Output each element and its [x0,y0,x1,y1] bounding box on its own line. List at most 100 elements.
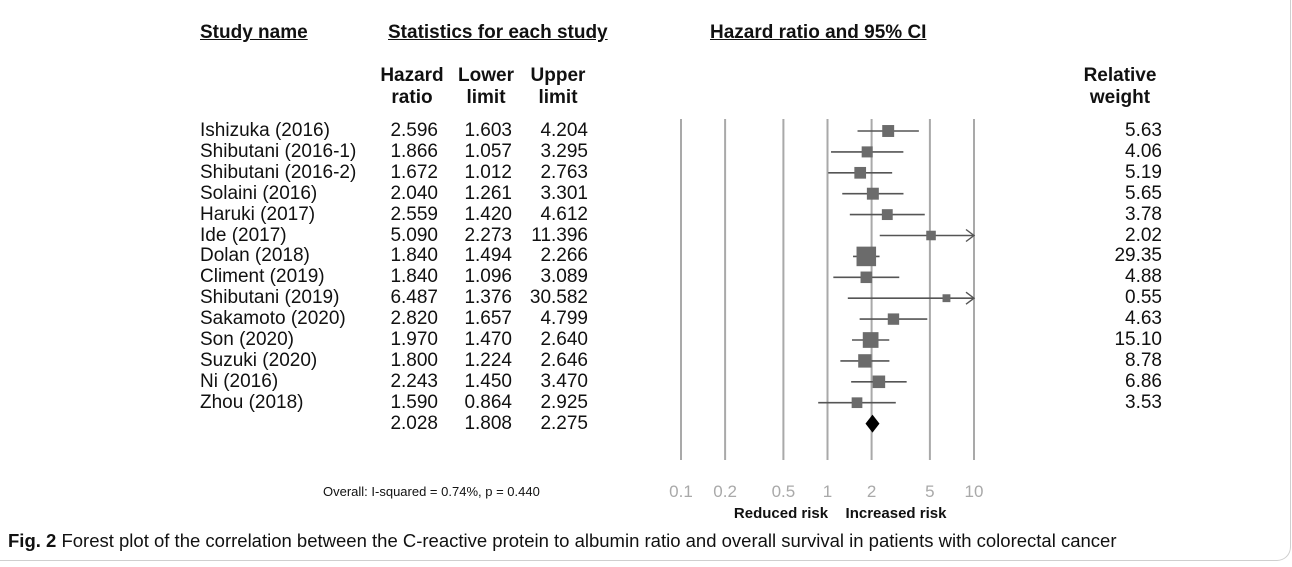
col-weight-line2: weight [1089,87,1151,108]
study-name: Ishizuka (2016) [200,120,330,141]
overall-hazard-ratio: 2.028 [390,412,438,434]
point-estimate-square [882,125,895,137]
lower-limit-value: 1.603 [464,120,512,141]
study-name: Zhou (2018) [200,391,304,413]
upper-limit-value: 11.396 [531,224,588,246]
upper-limit-value: 2.266 [540,245,588,267]
relative-weight-value: 3.78 [1125,203,1162,225]
relative-weight-value: 0.55 [1125,287,1162,309]
upper-limit-value: 4.204 [540,120,588,141]
upper-limit-value: 30.582 [529,287,588,309]
hazard-ratio-value: 1.866 [390,140,438,162]
hazard-ratio-value: 2.243 [390,370,438,392]
upper-limit-value: 2.640 [540,329,588,350]
study-name: Ni (2016) [200,370,279,392]
overall-note: Overall: I-squared = 0.74%, p = 0.440 [323,484,540,499]
upper-limit-value: 3.470 [540,370,588,392]
increased-risk-label: Increased risk [846,505,948,522]
study-name: Solaini (2016) [200,182,318,204]
point-estimate-square [861,146,873,158]
col-upper-header: Upper limit [526,65,590,109]
point-estimate-square [866,187,879,200]
relative-weight-value: 5.19 [1125,161,1162,183]
lower-limit-value: 1.657 [464,308,512,330]
point-estimate-square [942,294,951,303]
lower-limit-value: 1.376 [464,287,512,309]
lower-limit-value: 1.057 [464,140,512,162]
study-name: Shibutani (2019) [200,287,340,309]
header-plot-title: Hazard ratio and 95% CI [710,22,927,43]
point-estimate-square [872,375,886,389]
point-estimate-square [862,332,879,348]
hazard-ratio-value: 1.590 [390,391,438,413]
hazard-ratio-value: 5.090 [390,224,438,246]
hazard-ratio-value: 1.840 [390,266,438,288]
header-study-name: Study name [200,22,308,43]
study-name: Shibutani (2016-2) [200,161,357,183]
study-name: Sakamoto (2020) [200,308,346,330]
point-estimate-square [887,313,900,325]
upper-limit-value: 4.612 [540,203,588,225]
col-hr-line1: Hazard [380,65,444,86]
study-name: Ide (2017) [200,224,287,246]
lower-limit-value: 1.224 [464,349,512,371]
hazard-ratio-value: 1.840 [390,245,438,267]
col-hr-line2: ratio [391,87,433,108]
ci-arrow [965,291,976,305]
upper-limit-value: 2.925 [540,391,588,413]
relative-weight-value: 2.02 [1125,224,1162,246]
upper-limit-value: 2.646 [540,349,588,371]
x-tick-label: 5 [925,482,934,501]
col-hr-header: Hazard ratio [380,65,444,109]
hazard-ratio-value: 1.970 [390,329,438,350]
point-estimate-square [856,246,877,267]
col-lower-line1: Lower [458,65,514,86]
relative-weight-value: 3.53 [1125,391,1162,413]
relative-weight-value: 6.86 [1125,370,1162,392]
study-name: Son (2020) [200,329,295,350]
hazard-ratio-value: 1.800 [390,349,438,371]
x-tick-label: 0.5 [772,482,796,501]
point-estimate-square [858,354,872,368]
study-name: Climent (2019) [200,266,325,288]
figure-caption: Fig. 2 Forest plot of the correlation be… [8,530,1117,552]
x-tick-label: 0.1 [669,482,693,501]
x-tick-label: 0.2 [713,482,737,501]
point-estimate-square [881,209,893,221]
relative-weight-value: 29.35 [1114,245,1162,267]
col-weight-line1: Relative [1083,65,1157,86]
relative-weight-value: 8.78 [1125,349,1162,371]
caption-label: Fig. 2 [8,530,57,551]
reduced-risk-label: Reduced risk [734,505,829,522]
relative-weight-value: 4.06 [1125,140,1162,162]
lower-limit-value: 1.470 [464,329,512,350]
relative-weight-value: 4.88 [1125,266,1162,288]
col-lower-header: Lower limit [454,65,518,109]
lower-limit-value: 2.273 [464,224,512,246]
point-estimate-square [926,230,936,241]
x-tick-label: 1 [823,482,832,501]
lower-limit-value: 1.450 [464,370,512,392]
upper-limit-value: 3.301 [540,182,588,204]
study-name: Haruki (2017) [200,203,316,225]
col-lower-line2: limit [466,87,506,108]
col-upper-line1: Upper [530,65,586,86]
col-upper-line2: limit [538,87,578,108]
lower-limit-value: 1.261 [464,182,512,204]
point-estimate-square [851,397,863,409]
lower-limit-value: 1.096 [464,266,512,288]
hazard-ratio-value: 2.596 [390,120,438,141]
lower-limit-value: 1.494 [464,245,512,267]
hazard-ratio-value: 1.672 [390,161,438,183]
relative-weight-value: 15.10 [1114,329,1162,350]
relative-weight-value: 4.63 [1125,308,1162,330]
overall-diamond [865,414,880,433]
caption-text: Forest plot of the correlation between t… [61,530,1117,551]
point-estimate-square [860,271,873,284]
col-weight-header: Relative weight [1060,65,1180,109]
header-statistics: Statistics for each study [388,22,608,43]
x-tick-label: 10 [965,482,984,501]
upper-limit-value: 4.799 [540,308,588,330]
overall-lower-limit: 1.808 [464,412,512,434]
